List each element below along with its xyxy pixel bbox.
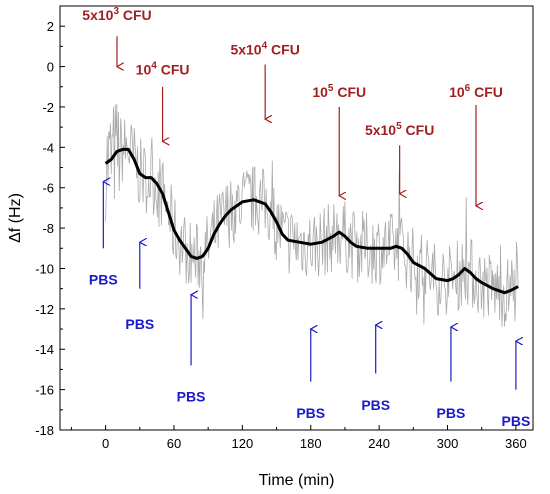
annotation-layer: 5x103 CFU 104 CFU 5x104 CFU 105 CFU 5x105 CF… [82, 6, 530, 429]
x-tick-label: 120 [232, 436, 254, 451]
x-tick-label: 240 [368, 436, 390, 451]
raw-signal-layer [105, 103, 519, 327]
cfu-label: 5x105 CFU [365, 121, 434, 138]
y-axis: 2 0 -2 -4 -6 -8 -10 -12 -14 -16 -18 [35, 19, 65, 438]
cfu-label: 5x103 CFU [82, 6, 151, 23]
pbs-label: PBS [296, 405, 325, 421]
y-tick-label: -16 [35, 383, 54, 398]
cfu-label: 106 CFU [449, 83, 503, 100]
y-tick-label: 0 [47, 60, 54, 75]
cfu-label: 105 CFU [312, 83, 366, 100]
cfu-label: 5x104 CFU [230, 40, 299, 57]
x-tick-label: 60 [167, 436, 181, 451]
pbs-label: PBS [89, 272, 118, 288]
pbs-label: PBS [125, 316, 154, 332]
y-tick-label: 2 [47, 19, 54, 34]
x-axis-title: Time (min) [259, 472, 335, 489]
y-tick-label: -14 [35, 342, 54, 357]
smoothed-signal-line [104, 147, 519, 295]
plot-frame [59, 5, 534, 431]
pbs-label: PBS [361, 397, 390, 413]
y-tick-label: -4 [42, 140, 54, 155]
y-tick-label: -18 [35, 423, 54, 438]
pbs-label: PBS [177, 389, 206, 405]
y-tick-label: -6 [42, 181, 54, 196]
y-axis-title: Δf (Hz) [7, 193, 24, 243]
smoothed-signal-layer [104, 147, 519, 295]
pbs-label: PBS [437, 405, 466, 421]
y-tick-label: -2 [42, 100, 54, 115]
y-tick-label: -10 [35, 261, 54, 276]
x-tick-label: 180 [300, 436, 322, 451]
x-axis: 0 60 120 180 240 300 360 [70, 425, 527, 451]
raw-signal-line [105, 103, 519, 327]
cfu-label: 104 CFU [136, 61, 190, 78]
x-tick-label: 0 [102, 436, 109, 451]
x-tick-label: 360 [505, 436, 527, 451]
y-tick-label: -8 [42, 221, 54, 236]
pbs-label: PBS [502, 413, 531, 429]
y-tick-label: -12 [35, 302, 54, 317]
x-tick-label: 300 [437, 436, 459, 451]
